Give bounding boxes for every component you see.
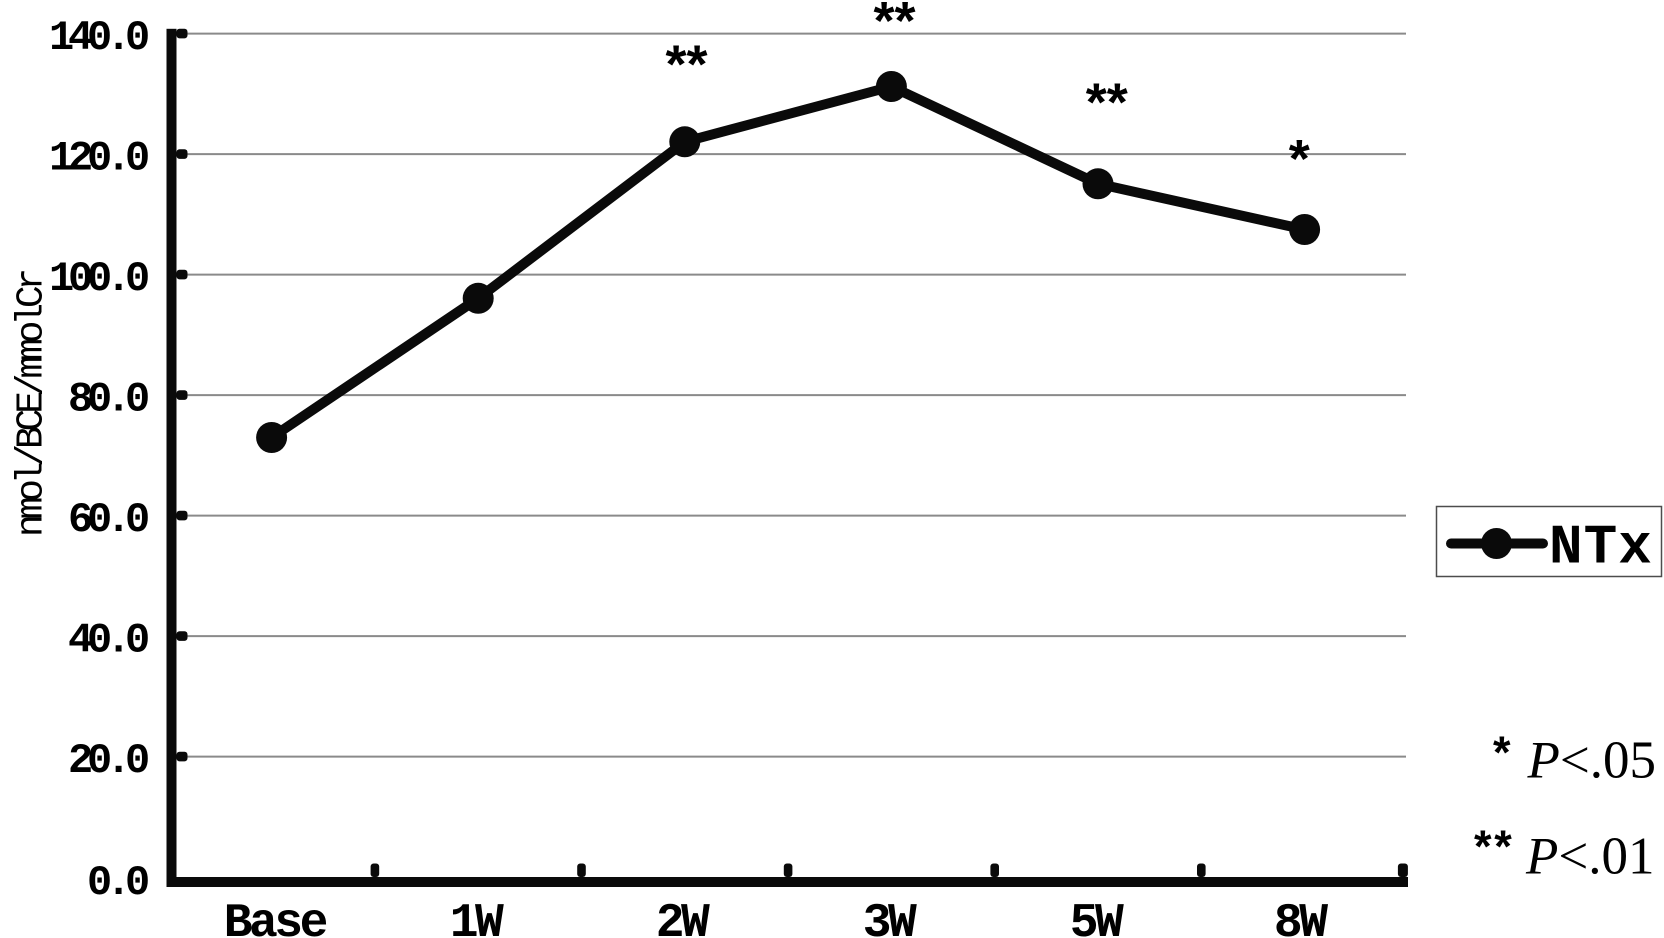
svg-text:*: * <box>1493 727 1513 778</box>
svg-text:140.0: 140.0 <box>49 14 148 62</box>
svg-text:100.0: 100.0 <box>49 255 148 303</box>
svg-text:20.0: 20.0 <box>68 737 148 785</box>
svg-text:8W: 8W <box>1274 897 1328 938</box>
svg-text:80.0: 80.0 <box>68 376 148 424</box>
svg-text:2W: 2W <box>656 897 710 938</box>
svg-text:1W: 1W <box>450 897 504 938</box>
svg-text:*: * <box>1289 129 1310 189</box>
svg-text:3W: 3W <box>863 897 917 938</box>
svg-text:P<.05: P<.05 <box>1527 732 1657 790</box>
svg-text:120.0: 120.0 <box>49 135 148 183</box>
svg-text:0.0: 0.0 <box>87 859 148 907</box>
svg-text:5W: 5W <box>1070 897 1124 938</box>
svg-text:40.0: 40.0 <box>68 617 148 665</box>
svg-text:60.0: 60.0 <box>68 496 148 544</box>
svg-text:nmol/BCE/mmolCr: nmol/BCE/mmolCr <box>10 271 53 537</box>
svg-text:**: ** <box>1474 821 1515 872</box>
svg-text:Base: Base <box>224 897 327 938</box>
svg-text:**: ** <box>873 0 915 51</box>
svg-text:NTx: NTx <box>1549 516 1653 580</box>
svg-text:**: ** <box>1086 73 1128 133</box>
svg-text:P<.01: P<.01 <box>1525 828 1655 886</box>
svg-text:**: ** <box>665 34 707 94</box>
